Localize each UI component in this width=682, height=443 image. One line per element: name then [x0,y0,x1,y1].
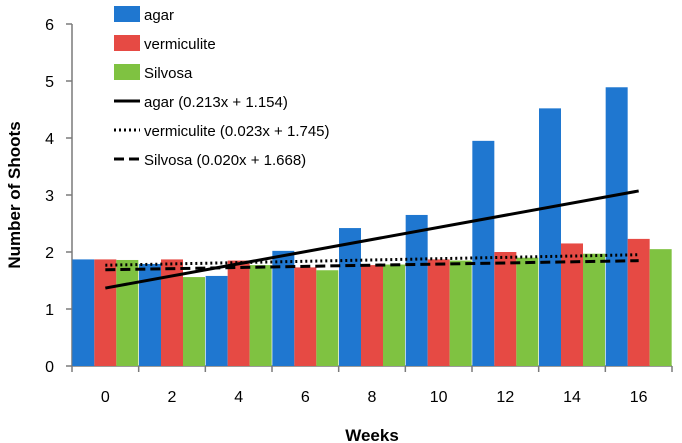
y-tick-label: 2 [45,245,54,262]
x-tick-label: 6 [301,389,310,406]
legend-label: vermiculite (0.023x + 1.745) [144,123,330,140]
bar-agar-4 [205,275,228,366]
bar-agar-2 [139,263,161,366]
y-tick-labels: 0 1 2 3 4 5 6 [45,17,72,376]
legend-label: Silvosa (0.020x + 1.668) [144,152,306,169]
y-tick-label: 4 [45,131,54,148]
bar-agar-8 [339,228,361,366]
bar-silvosa-4 [249,265,272,366]
bar-vermiculite-14 [561,243,583,366]
x-axis-title: Weeks [345,426,399,443]
bar-vermiculite-8 [361,265,383,366]
bar-silvosa-14 [583,253,605,366]
bar-silvosa-16 [649,249,672,366]
x-tick-label: 10 [430,389,448,406]
bar-silvosa-6 [316,270,339,366]
bar-vermiculite-6 [294,267,317,366]
x-tick-label: 4 [234,389,243,406]
bar-agar-0 [72,259,95,366]
x-tick-label: 2 [168,389,177,406]
y-tick-label: 1 [45,302,54,319]
legend: agar vermiculite Silvosa agar (0.213x + 1.1… [106,0,426,177]
y-axis-title: Number of Shoots [5,121,24,268]
y-tick-label: 6 [45,17,54,34]
trendline-vermiculite [105,253,639,267]
legend-label: vermiculite [144,36,216,53]
legend-label: agar (0.213x + 1.154) [144,94,288,111]
legend-background [106,0,426,177]
legend-label: agar [144,7,174,24]
bar-vermiculite-2 [161,259,183,366]
bar-vermiculite-0 [94,259,117,366]
bar-agar-14 [539,108,561,367]
bar-silvosa-2 [183,277,205,366]
legend-swatch [114,6,140,22]
trendlines [105,189,639,290]
bar-vermiculite-12 [494,252,517,366]
legend-swatch [114,35,140,51]
bar-agar-10 [405,214,428,366]
y-tick-label: 0 [45,359,54,376]
x-tick-label: 8 [368,389,377,406]
x-tick-label: 0 [101,389,110,406]
legend-label: Silvosa [144,65,193,82]
bar-silvosa-10 [449,260,472,366]
y-tick-label: 5 [45,74,54,91]
bar-agar-12 [472,140,495,366]
y-tick-label: 3 [45,188,54,205]
x-tick-label: 16 [630,389,648,406]
bars [72,87,672,367]
x-tick-labels: 0 2 4 6 8 10 12 14 16 [71,366,673,406]
bar-silvosa-0 [116,259,139,366]
x-tick-label: 14 [563,389,581,406]
legend-swatch [114,64,140,80]
x-tick-label: 12 [496,389,514,406]
trendline-agar [105,189,639,290]
bar-agar-16 [605,87,628,367]
bar-vermiculite-10 [427,259,450,366]
bar-vermiculite-4 [227,260,250,366]
trendline-silvosa [105,259,639,272]
bar-silvosa-8 [383,264,405,366]
bar-agar-6 [272,250,295,366]
bar-vermiculite-16 [627,238,650,366]
bar-silvosa-12 [516,257,539,366]
